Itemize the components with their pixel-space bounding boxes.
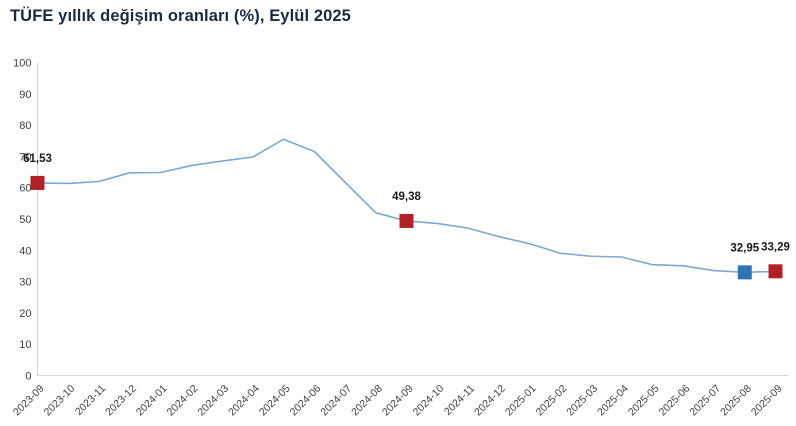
x-tick-label: 2023-10: [42, 383, 78, 419]
x-tick-label: 2024-03: [195, 383, 231, 419]
x-tick-label: 2025-04: [595, 383, 631, 419]
y-tick-label: 0: [25, 371, 31, 383]
data-point-label: 61,53: [23, 153, 52, 165]
x-tick-label: 2025-02: [534, 383, 570, 419]
x-tick-label: 2025-08: [718, 383, 754, 419]
x-tick-label: 2024-06: [288, 383, 324, 419]
x-tick-label: 2024-05: [257, 383, 293, 419]
data-point-label: 32,95: [730, 242, 759, 254]
data-marker: [30, 175, 45, 190]
x-tick-label: 2024-01: [134, 383, 170, 419]
y-tick-label: 30: [19, 277, 31, 289]
x-tick-label: 2023-09: [11, 383, 47, 419]
x-tick-label: 2024-11: [442, 383, 477, 418]
data-point-label: 49,38: [392, 191, 421, 203]
x-tick-label: 2025-09: [749, 383, 785, 419]
y-tick-label: 60: [19, 183, 31, 195]
y-tick-label: 40: [19, 245, 31, 257]
data-marker: [399, 213, 414, 228]
chart-title: TÜFE yıllık değişim oranları (%), Eylül …: [10, 7, 351, 25]
x-tick-label: 2025-01: [503, 383, 539, 419]
y-tick-label: 10: [19, 339, 31, 351]
series-line: [37, 138, 776, 274]
x-tick-label: 2025-07: [687, 383, 723, 419]
x-tick-label: 2023-11: [73, 383, 108, 418]
y-tick-label: 20: [19, 308, 31, 320]
y-tick-label: 90: [19, 89, 31, 101]
x-tick-label: 2024-09: [380, 383, 416, 419]
y-tick-label: 50: [19, 214, 31, 226]
data-marker: [737, 265, 752, 280]
x-tick-label: 2025-06: [657, 383, 693, 419]
data-marker: [768, 264, 783, 279]
data-point-label: 33,29: [761, 241, 790, 253]
x-tick-label: 2023-12: [103, 383, 139, 419]
y-tick-label: 100: [13, 58, 31, 70]
x-tick-label: 2025-03: [564, 383, 600, 419]
x-tick-label: 2024-07: [318, 383, 354, 419]
y-tick-label: 80: [19, 120, 31, 132]
y-tick-label: 70: [19, 151, 31, 163]
x-tick-label: 2025-05: [626, 383, 662, 419]
x-tick-label: 2024-12: [472, 383, 508, 419]
x-tick-label: 2024-04: [226, 383, 262, 419]
x-tick-label: 2024-08: [349, 383, 385, 419]
x-tick-label: 2024-02: [165, 383, 201, 419]
x-tick-label: 2024-10: [411, 383, 447, 419]
